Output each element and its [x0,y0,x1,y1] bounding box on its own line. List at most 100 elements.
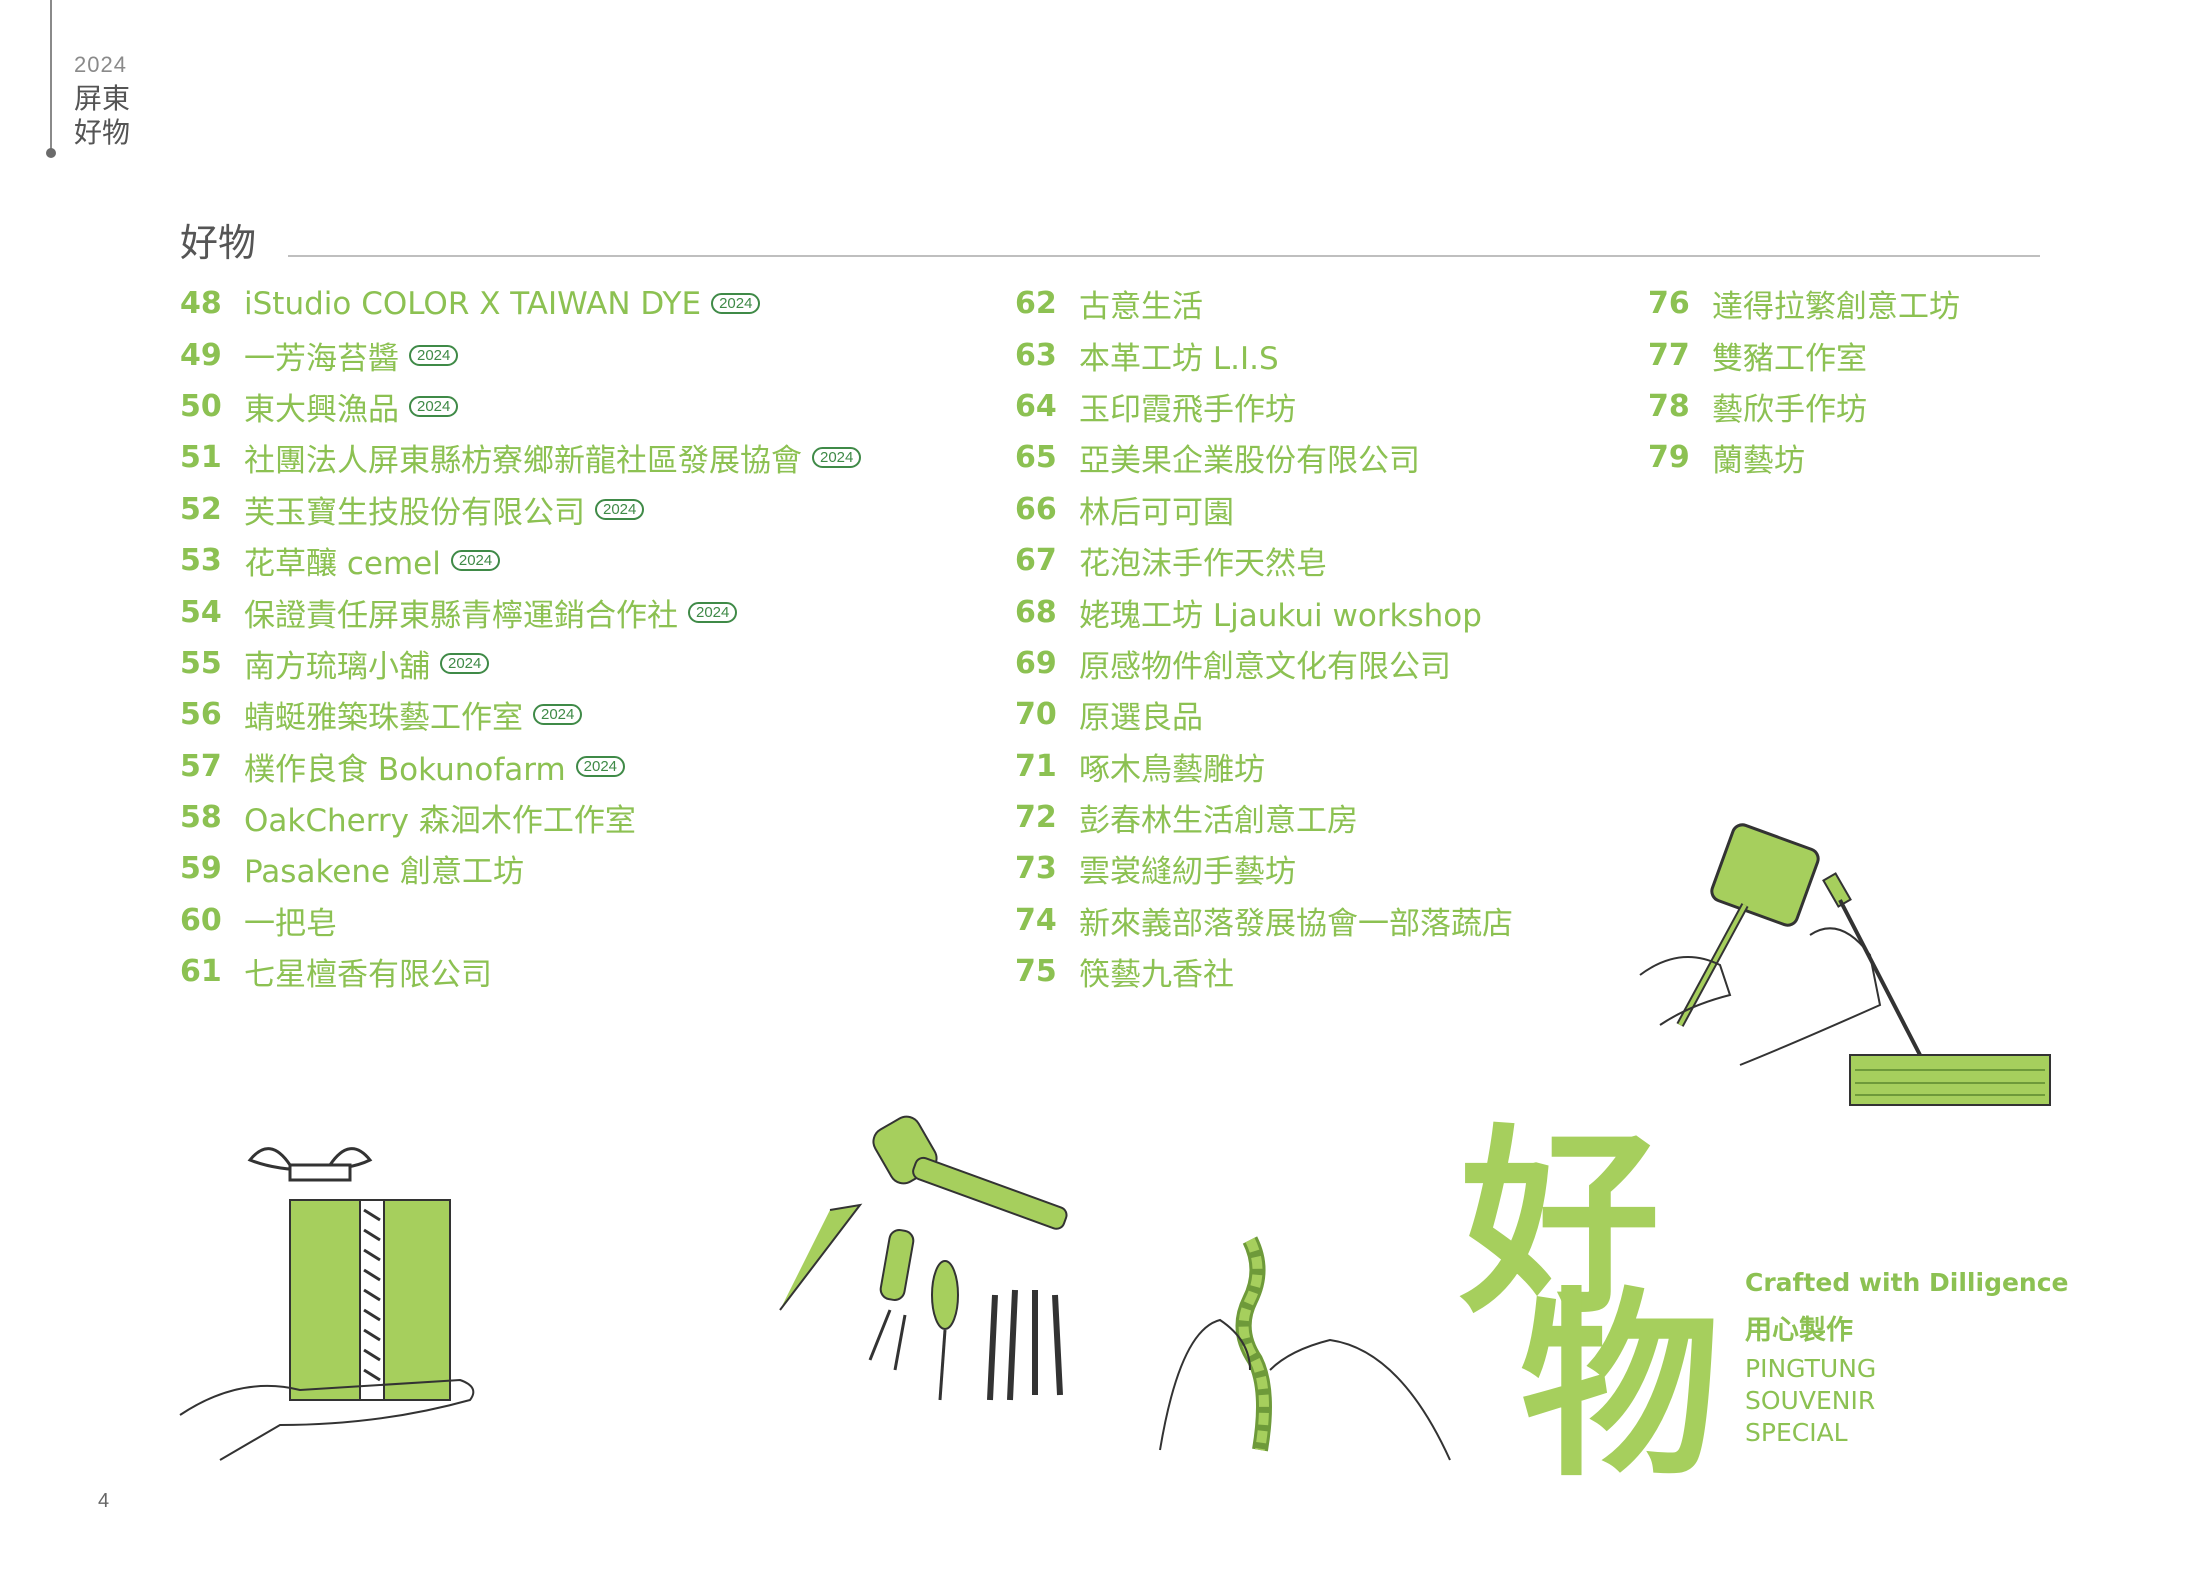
feature-big-character-1: 好 [1460,1108,1661,1341]
leather-tools-illustration [779,1115,1068,1401]
page-number: 4 [98,1490,110,1512]
index-entry: 48 iStudio COLOR X TAIWAN DYE 2024 [180,278,861,329]
entry-number: 57 [180,748,222,784]
index-entry: 59 Pasakene 創意工坊 [180,843,861,894]
tagline-chinese: 用心製作 [1745,1315,1853,1346]
entry-name: 本革工坊 L.I.S [1079,340,1279,377]
index-column-1: 48 iStudio COLOR X TAIWAN DYE 2024 49 一芳海苔醬 2… [180,278,862,997]
entry-number: 62 [1015,286,1057,322]
entry-name: 東大興漁品 [244,391,399,428]
entry-number: 53 [180,543,222,579]
entry-name: 亞美果企業股份有限公司 [1079,443,1420,480]
feature-subtitle: PINGTUNG SOUVENIR SPECIAL [1745,1354,1877,1447]
index-column-3: 76 達得拉繁創意工坊 77 雙豬工作室 78 藝欣手作坊 79 蘭藝坊 [1648,278,1960,484]
entry-name: 一芳海苔醬 [244,340,399,377]
index-entry: 72 彭春林生活創意工房 [1015,792,1513,843]
year-badge: 2024 [711,293,761,315]
entry-name: 藝欣手作坊 [1712,391,1867,428]
entry-number: 74 [1015,902,1057,938]
entry-name: Pasakene 創意工坊 [244,854,524,891]
section-divider [288,255,2040,257]
entry-number: 70 [1015,697,1057,733]
entry-number: 72 [1015,800,1057,836]
entry-number: 55 [180,645,222,681]
index-entry: 56 蜻蜓雅築珠藝工作室 2024 [180,689,861,740]
woodcarving-illustration [1639,823,2051,1106]
entry-number: 69 [1015,645,1057,681]
index-entry: 64 玉印霞飛手作坊 [1015,381,1513,432]
side-rule [50,0,52,152]
side-rule-dot [46,148,56,158]
index-entry: 69 原感物件創意文化有限公司 [1015,638,1513,689]
index-entry: 61 七星檀香有限公司 [180,946,861,997]
entry-number: 58 [180,800,222,836]
entry-number: 77 [1648,337,1690,373]
index-entry: 73 雲裳縫紉手藝坊 [1015,843,1513,894]
entry-number: 49 [180,337,222,373]
entry-number: 61 [180,954,222,990]
index-entry: 65 亞美果企業股份有限公司 [1015,432,1513,483]
year-badge: 2024 [533,704,583,726]
entry-number: 59 [180,851,222,887]
entry-name: 筷藝九香社 [1079,957,1234,994]
entry-name: 姥瑰工坊 Ljaukui workshop [1079,597,1482,634]
year-badge: 2024 [440,652,490,674]
entry-name: 林后可可園 [1079,494,1234,531]
entry-number: 52 [180,491,222,527]
index-entry: 71 啄木鳥藝雕坊 [1015,741,1513,792]
entry-name: 彭春林生活創意工房 [1079,803,1358,840]
entry-number: 64 [1015,388,1057,424]
index-entry: 70 原選良品 [1015,689,1513,740]
index-entry: 55 南方琉璃小舖 2024 [180,638,861,689]
entry-number: 78 [1648,388,1690,424]
entry-name: 一把皂 [244,905,337,942]
entry-name: 啄木鳥藝雕坊 [1079,751,1265,788]
entry-name: 達得拉繁創意工坊 [1712,289,1960,326]
entry-number: 76 [1648,286,1690,322]
entry-number: 63 [1015,337,1057,373]
index-entry: 51 社團法人屏東縣枋寮鄉新龍社區發展協會 2024 [180,432,862,483]
entry-number: 68 [1015,594,1057,630]
index-entry: 54 保證責任屏東縣青檸運銷合作社 2024 [180,586,861,637]
gift-box-illustration [179,1147,475,1461]
entry-name: 雲裳縫紉手藝坊 [1079,854,1296,891]
index-entry: 75 筷藝九香社 [1015,946,1513,997]
year-badge: 2024 [575,755,626,777]
entry-name: 芙玉寶生技股份有限公司 [244,494,585,531]
feature-big-character-2: 物 [1520,1271,1721,1504]
entry-name: 蜻蜓雅築珠藝工作室 [244,700,523,737]
year-badge: 2024 [595,498,645,520]
entry-name: OakCherry 森洄木作工作室 [244,803,636,840]
index-entry: 58 OakCherry 森洄木作工作室 [180,792,861,843]
entry-name: iStudio COLOR X TAIWAN DYE [244,285,702,322]
entry-name: 保證責任屏東縣青檸運銷合作社 [244,597,678,634]
index-entry: 67 花泡沫手作天然皂 [1015,535,1513,586]
entry-number: 50 [180,388,222,424]
entry-number: 48 [180,286,222,322]
entry-number: 66 [1015,491,1057,527]
entry-name: 南方琉璃小舖 [244,648,430,685]
index-entry: 53 花草釀 cemel 2024 [180,535,861,586]
index-entry: 52 芙玉寶生技股份有限公司 2024 [180,484,861,535]
index-entry: 76 達得拉繁創意工坊 [1648,278,1960,329]
index-entry: 78 藝欣手作坊 [1648,381,1960,432]
entry-name: 原選良品 [1079,700,1203,737]
entry-number: 67 [1015,543,1057,579]
entry-name: 玉印霞飛手作坊 [1079,391,1296,428]
entry-name: 古意生活 [1079,289,1203,326]
entry-number: 51 [180,440,222,476]
year-badge: 2024 [688,601,738,623]
index-entry: 49 一芳海苔醬 2024 [180,329,861,380]
index-entry: 79 蘭藝坊 [1648,432,1960,483]
entry-name: 社團法人屏東縣枋寮鄉新龍社區發展協會 [244,443,802,480]
entry-name: 原感物件創意文化有限公司 [1079,648,1451,685]
entry-name: 新來義部落發展協會一部落蔬店 [1079,905,1513,942]
entry-name: 花草釀 cemel [244,546,441,583]
entry-name: 雙豬工作室 [1712,340,1867,377]
index-entry: 74 新來義部落發展協會一部落蔬店 [1015,895,1513,946]
index-entry: 66 林后可可園 [1015,484,1513,535]
entry-number: 65 [1015,440,1057,476]
index-entry: 60 一把皂 [180,895,861,946]
section-title: 好物 [180,221,257,265]
entry-number: 71 [1015,748,1057,784]
